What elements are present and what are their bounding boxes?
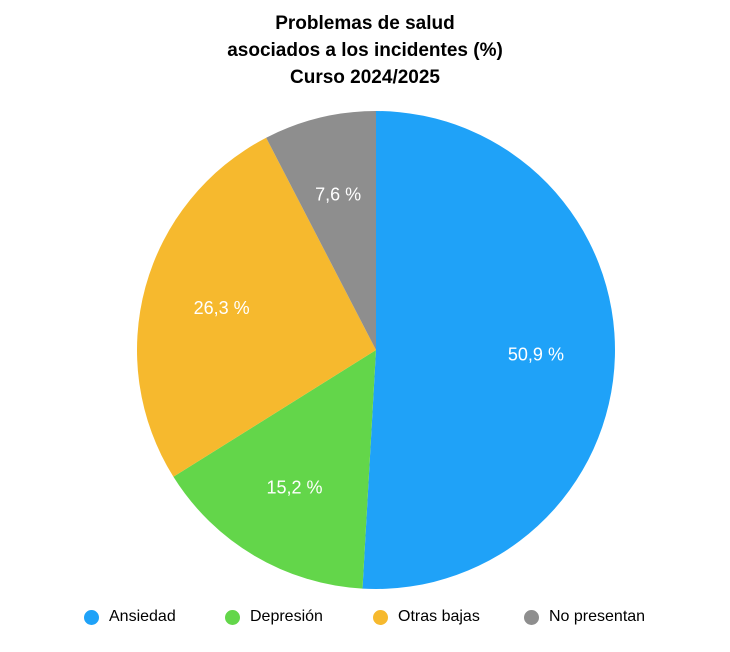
pie-slice-depresion[interactable]	[173, 350, 376, 589]
pie-label-ansiedad: 50,9 %	[508, 345, 564, 365]
chart-title: Problemas de salud asociados a los incid…	[0, 10, 730, 91]
legend-label-depresion: Depresión	[250, 608, 323, 625]
legend-item-depresion[interactable]: Depresión	[225, 604, 323, 630]
legend: Ansiedad Depresión Otras bajas No presen…	[0, 604, 730, 630]
legend-item-ansiedad[interactable]: Ansiedad	[84, 604, 176, 630]
pie-label-otras-bajas: 26,3 %	[194, 298, 250, 318]
pie-slice-no-presentan[interactable]	[266, 111, 376, 350]
pie-slices	[137, 111, 615, 589]
legend-swatch-otras-bajas	[373, 609, 388, 625]
legend-item-no-presentan[interactable]: No presentan	[524, 604, 645, 630]
legend-label-ansiedad: Ansiedad	[109, 608, 176, 625]
chart-title-line-2: asociados a los incidentes (%)	[227, 40, 503, 61]
pie-label-depresion: 15,2 %	[267, 478, 323, 498]
legend-swatch-no-presentan	[524, 609, 539, 625]
legend-swatch-ansiedad	[84, 609, 99, 625]
legend-label-no-presentan: No presentan	[549, 608, 646, 625]
legend-swatch-depresion	[225, 609, 240, 625]
pie-chart: 50,9 % 15,2 % 26,3 % 7,6 %	[137, 111, 615, 589]
legend-item-otras-bajas[interactable]: Otras bajas	[373, 604, 480, 630]
pie-label-no-presentan: 7,6 %	[315, 185, 361, 205]
pie-slice-otras-bajas[interactable]	[137, 137, 376, 477]
chart-title-line-1: Problemas de salud	[275, 13, 455, 34]
legend-label-otras-bajas: Otras bajas	[398, 608, 480, 625]
chart-title-line-3: Curso 2024/2025	[290, 67, 440, 88]
pie-slice-ansiedad[interactable]	[362, 111, 615, 589]
pie-labels: 50,9 % 15,2 % 26,3 % 7,6 %	[194, 185, 564, 498]
